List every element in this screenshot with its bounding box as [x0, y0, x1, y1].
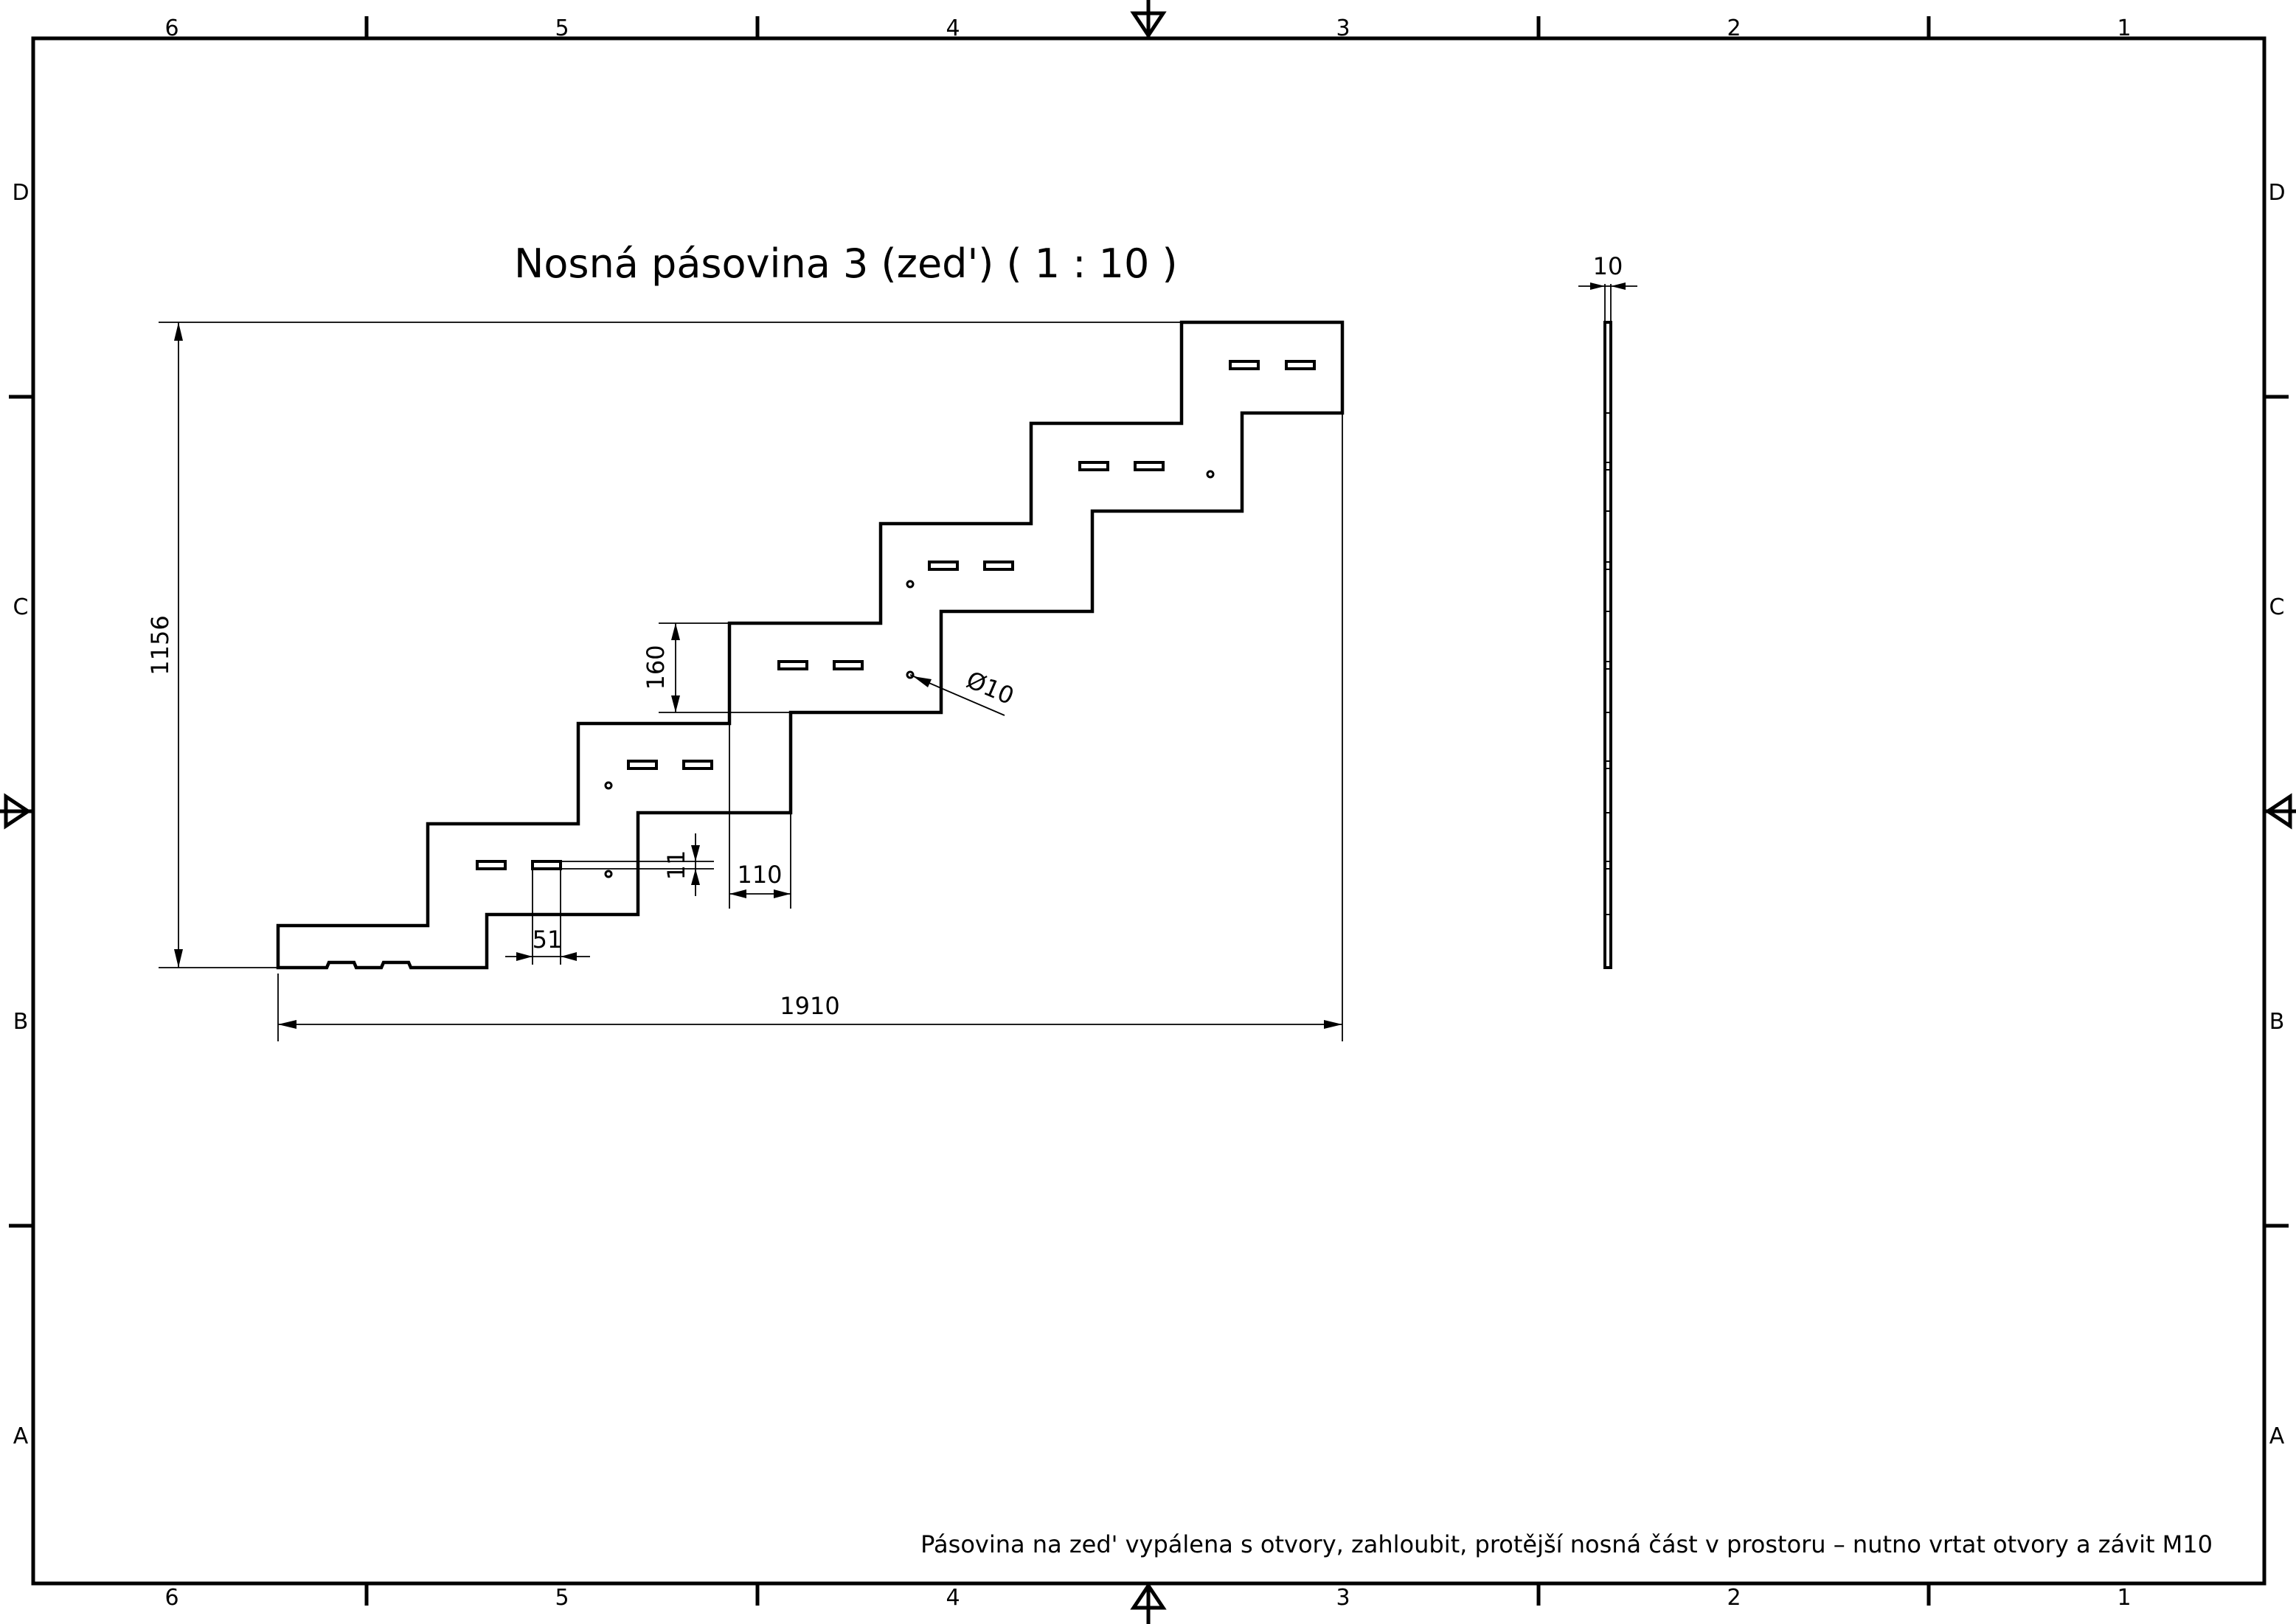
slot: [1285, 360, 1316, 370]
zone-row-b-right: B: [2269, 1009, 2285, 1035]
stair-plate-outline: [276, 320, 1345, 970]
slot: [833, 660, 864, 670]
zone-col-5-top: 5: [555, 15, 569, 41]
zone-ticks: [9, 16, 2289, 1606]
hole: [1206, 470, 1215, 479]
slot: [1078, 461, 1109, 471]
slot: [682, 760, 713, 770]
slot: [1134, 461, 1165, 471]
slot: [983, 561, 1014, 571]
dimension-label-160: 160: [642, 645, 670, 690]
hole: [906, 580, 915, 589]
slot: [476, 860, 507, 870]
dimension-slot-height: 11: [561, 833, 714, 896]
slot: [1229, 360, 1260, 370]
zone-row-d-left: D: [12, 180, 29, 206]
zone-col-5-bottom: 5: [555, 1585, 569, 1611]
hole: [604, 870, 613, 878]
hole: [906, 670, 915, 679]
dimension-label-1156: 1156: [146, 615, 174, 675]
zone-row-labels-left: D C B A: [12, 180, 29, 1449]
zone-col-2-bottom: 2: [1727, 1585, 1741, 1611]
zone-col-3-top: 3: [1336, 15, 1350, 41]
zone-row-c-right: C: [2269, 594, 2285, 620]
zone-col-3-bottom: 3: [1336, 1585, 1350, 1611]
zone-column-labels-top: 6 5 4 3 2 1: [164, 15, 2131, 41]
slots: [476, 360, 1316, 870]
zone-row-b-left: B: [13, 1009, 29, 1035]
slot: [928, 561, 959, 571]
hole: [604, 781, 613, 790]
zone-col-4-bottom: 4: [946, 1585, 960, 1611]
zone-col-6-top: 6: [164, 15, 178, 41]
side-view-plate: [1603, 321, 1612, 969]
dimension-step-depth: 110: [729, 723, 791, 909]
zone-row-a-left: A: [13, 1423, 29, 1449]
side-view-hidden-features: [1605, 412, 1611, 915]
slot: [627, 760, 658, 770]
zone-col-1-top: 1: [2117, 15, 2131, 41]
dimension-hole-diameter: Ø10: [909, 665, 1019, 716]
dimension-label-1910: 1910: [780, 992, 839, 1020]
zone-row-c-left: C: [13, 594, 29, 620]
side-view: 10: [1578, 252, 1637, 969]
holes: [604, 470, 1215, 878]
slot: [777, 660, 808, 670]
drawing-note: Pásovina na zed' vypálena s otvory, zahl…: [920, 1530, 2213, 1558]
zone-row-a-right: A: [2269, 1423, 2285, 1449]
dimension-total-width: 1910: [277, 413, 1343, 1041]
dimension-total-height: 1156: [146, 322, 1180, 968]
dimension-label-51: 51: [533, 926, 563, 954]
dimension-label-110: 110: [737, 861, 782, 889]
zone-col-6-bottom: 6: [164, 1585, 178, 1611]
dimension-slot-width: 51: [505, 869, 590, 965]
dimension-label-11: 11: [662, 850, 690, 881]
zone-col-4-top: 4: [946, 15, 960, 41]
dimension-label-diameter: Ø10: [963, 665, 1019, 710]
zone-col-1-bottom: 1: [2117, 1585, 2131, 1611]
slot: [531, 860, 562, 870]
dimension-step-height: 160: [642, 622, 791, 713]
zone-row-d-right: D: [2268, 180, 2285, 206]
zone-row-labels-right: D C B A: [2268, 180, 2285, 1449]
zone-column-labels-bottom: 6 5 4 3 2 1: [164, 1585, 2131, 1611]
dimension-label-thickness: 10: [1593, 252, 1623, 280]
view-title: Nosná pásovina 3 (zed') ( 1 : 10 ): [514, 240, 1178, 287]
zone-col-2-top: 2: [1727, 15, 1741, 41]
